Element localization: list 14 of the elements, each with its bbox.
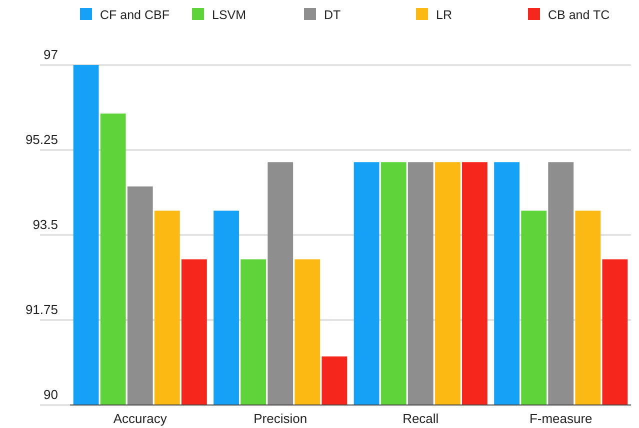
legend-label: DT xyxy=(324,8,342,22)
y-tick-label: 91.75 xyxy=(25,302,58,317)
legend-label: CF and CBF xyxy=(100,8,170,22)
legend-label: CB and TC xyxy=(548,8,610,22)
x-tick-label: Accuracy xyxy=(113,411,168,426)
x-tick-label: F-measure xyxy=(529,411,592,426)
legend-label: LR xyxy=(436,8,452,22)
legend-label: LSVM xyxy=(212,8,246,22)
y-tick-label: 90 xyxy=(44,387,58,402)
x-tick-label: Recall xyxy=(402,411,439,426)
y-tick-label: 95.25 xyxy=(25,132,58,147)
y-tick-label: 97 xyxy=(44,47,58,62)
x-tick-label: Precision xyxy=(254,411,308,426)
y-tick-label: 93.5 xyxy=(32,217,58,232)
